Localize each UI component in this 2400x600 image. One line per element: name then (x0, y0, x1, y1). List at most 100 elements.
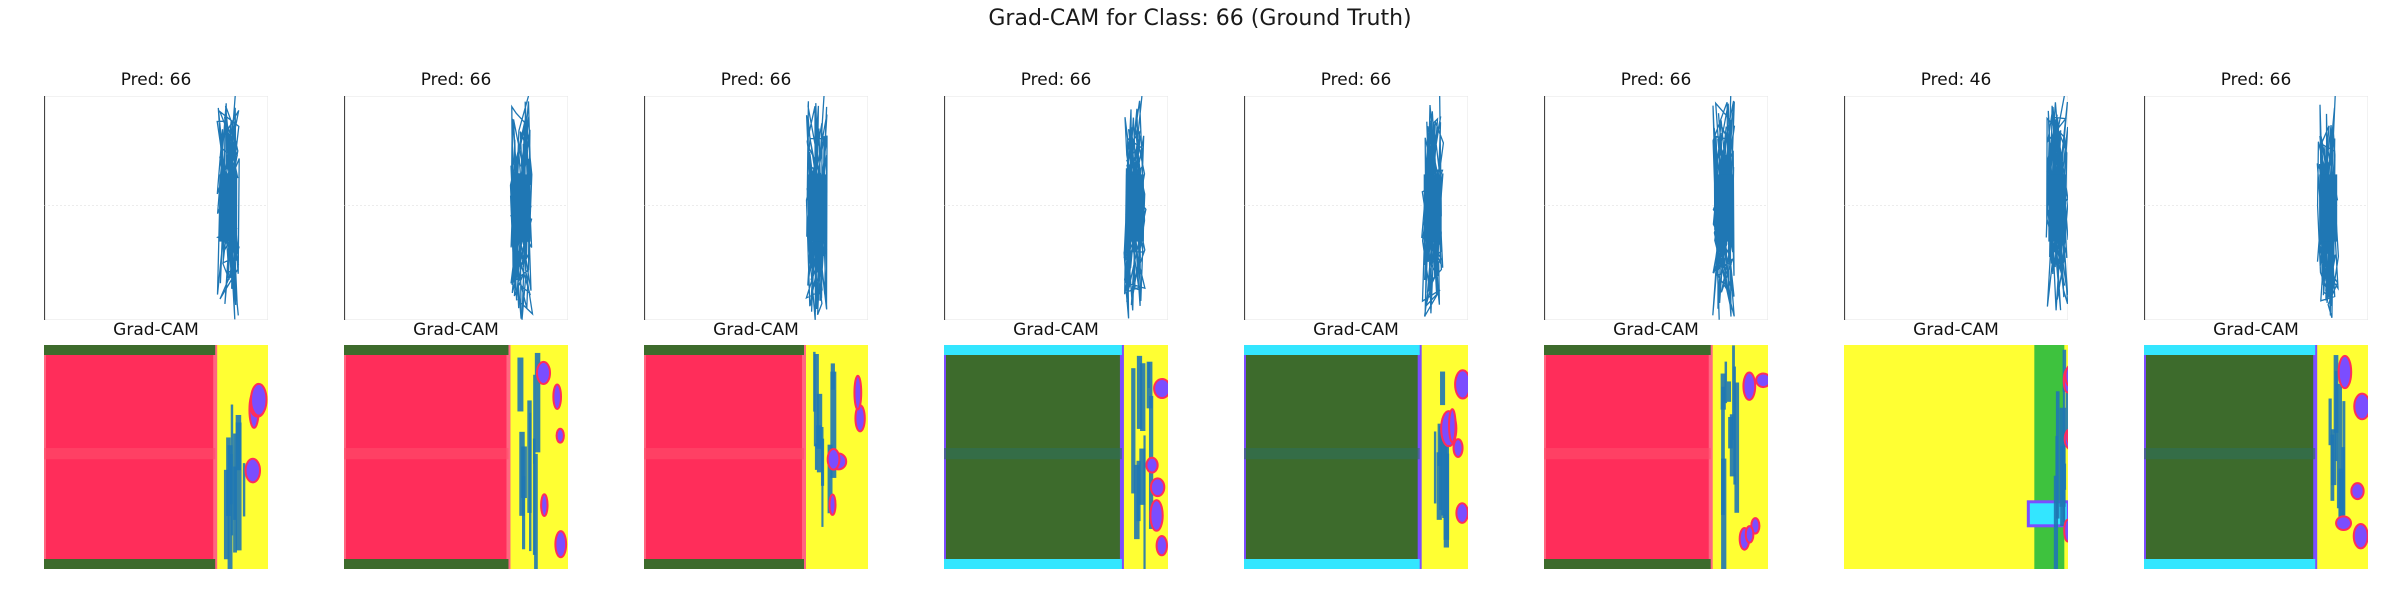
heatmap-hotspot (1149, 499, 1164, 532)
signal-overlay (2053, 475, 2059, 569)
grad-cam-heatmap (344, 345, 568, 569)
signal-overlay (235, 422, 242, 551)
heatmap-hotspot (1744, 525, 1755, 544)
signal-overlay (816, 393, 823, 473)
signal-overlay (830, 371, 837, 478)
grad-cam-heatmap (2144, 345, 2368, 569)
heatmap-top-band (2144, 345, 2316, 355)
heatmap-hotspot (1448, 408, 1457, 444)
heatmap-hotspot (1742, 371, 1757, 401)
signal-overlay (534, 453, 538, 569)
grad-cam-heatmap (944, 345, 1168, 569)
heatmap-center-stripe (2144, 448, 2316, 460)
heatmap-top-band (344, 345, 509, 355)
signal-line (2045, 96, 2068, 311)
signal-overlay (1441, 432, 1447, 516)
heatmap-hotspot (1149, 477, 1166, 498)
heatmap-bottom-band (944, 559, 1122, 569)
signal-overlay (813, 351, 816, 412)
heatmap-bottom-band (344, 559, 509, 569)
heatmap-hotspot (554, 530, 568, 559)
heatmap-bottom-band (2144, 559, 2316, 569)
grad-cam-heatmap (1844, 345, 2068, 569)
heatmap-top-band (1244, 345, 1420, 355)
heatmap-background (1844, 345, 2068, 569)
prediction-label: Pred: 46 (1920, 70, 1992, 90)
heatmap-hotspot (1145, 456, 1159, 474)
signal-overlay (820, 438, 825, 486)
heatmap-title: Grad-CAM (713, 320, 799, 340)
heatmap-hotspot (826, 447, 841, 471)
plot-frame (1844, 96, 2068, 320)
heatmap-hotspot (2337, 354, 2353, 390)
heatmap-center-stripe (44, 448, 216, 460)
signal-plot (944, 96, 1168, 320)
heatmap-hotspot (1452, 438, 1464, 458)
signal-plot (2144, 96, 2368, 320)
signal-overlay (533, 374, 536, 464)
signal-dense-band (1423, 174, 1442, 242)
prediction-label: Pred: 66 (420, 70, 492, 90)
signal-overlay (1131, 368, 1136, 494)
signal-overlay (233, 466, 237, 553)
signal-plot (344, 96, 568, 320)
signal-overlay (534, 352, 541, 453)
signal-overlay (830, 363, 835, 390)
signal-plot (1844, 96, 2068, 320)
heatmap-title: Grad-CAM (413, 320, 499, 340)
heatmap-hotspot (2353, 392, 2368, 421)
signal-overlay (2338, 472, 2344, 524)
signal-dense-band (1125, 174, 1144, 242)
heatmap-bottom-band (44, 559, 216, 569)
heatmap-center-stripe (1244, 448, 1420, 460)
signal-overlay (223, 469, 230, 560)
signal-overlay (1433, 431, 1437, 504)
prediction-label: Pred: 66 (120, 70, 192, 90)
heatmap-top-band (944, 345, 1122, 355)
signal-overlay (227, 445, 233, 569)
signal-overlay (1724, 361, 1728, 404)
signal-overlay (519, 431, 525, 516)
signal-plot (1244, 96, 1468, 320)
plot-frame (344, 96, 568, 320)
prediction-label: Pred: 66 (2220, 70, 2292, 90)
signal-overlay (1734, 382, 1740, 513)
signal-plot (44, 96, 268, 320)
prediction-label: Pred: 66 (1020, 70, 1092, 90)
heatmap-bottom-band (1544, 559, 1711, 569)
signal-overlay (2333, 355, 2339, 433)
figure-title: Grad-CAM for Class: 66 (Ground Truth) (988, 6, 1412, 31)
heatmap-title: Grad-CAM (1913, 320, 1999, 340)
signal-overlay (2062, 387, 2065, 523)
heatmap-top-band (1544, 345, 1711, 355)
heatmap-hotspot (2066, 429, 2068, 444)
heatmap-center-stripe (1544, 448, 1711, 460)
signal-dense-band (512, 174, 531, 242)
heatmap-title: Grad-CAM (1313, 320, 1399, 340)
heatmap-hotspot (250, 382, 268, 417)
signal-overlay (1136, 355, 1143, 429)
signal-overlay (2065, 376, 2068, 433)
heatmap-hotspot (2064, 365, 2068, 387)
heatmap-hotspot (1153, 377, 1168, 400)
signal-overlay (242, 463, 246, 517)
heatmap-title: Grad-CAM (1013, 320, 1099, 340)
signal-overlay (1729, 414, 1735, 477)
heatmap-top-band (644, 345, 804, 355)
signal-overlay (1146, 361, 1153, 409)
heatmap-hotspot (1455, 502, 1468, 524)
grad-cam-heatmap (44, 345, 268, 569)
signal-line (1123, 96, 1147, 319)
heatmap-title: Grad-CAM (2213, 320, 2299, 340)
heatmap-bottom-band (644, 559, 804, 569)
heatmap-top-band (44, 345, 216, 355)
heatmap-hotspot (555, 427, 565, 444)
heatmap-hotspot (2335, 515, 2353, 531)
signal-dense-band (808, 174, 826, 242)
signal-overlay (2342, 401, 2346, 516)
signal-dense-band (2319, 174, 2338, 242)
heatmap-title: Grad-CAM (1613, 320, 1699, 340)
signal-overlay (527, 400, 532, 513)
signal-overlay (517, 357, 524, 412)
